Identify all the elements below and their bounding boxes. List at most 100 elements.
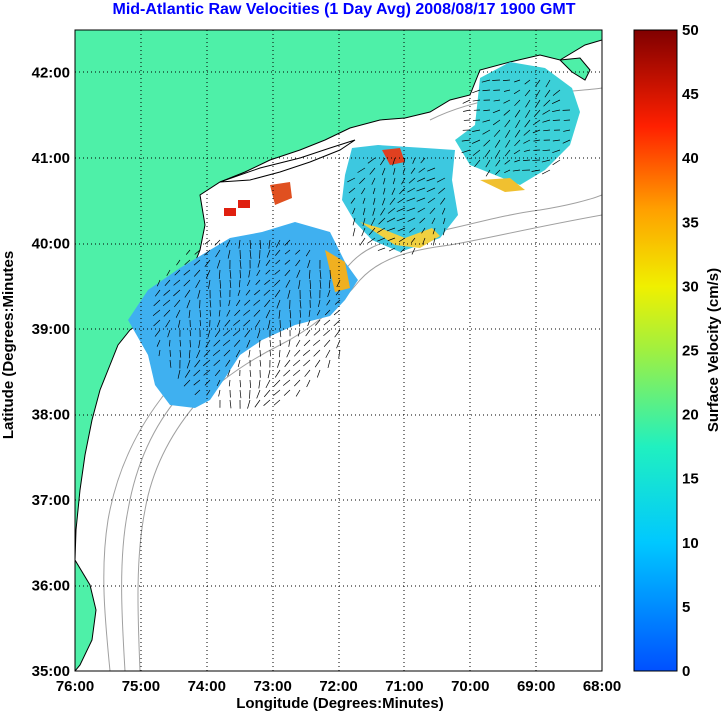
velocity-arrow — [209, 299, 212, 308]
velocity-arrow — [185, 249, 191, 255]
y-tick-label: 38:00 — [32, 407, 70, 424]
velocity-arrow — [264, 279, 271, 285]
x-tick-label: 74:00 — [188, 678, 226, 695]
velocity-arrow — [461, 139, 471, 142]
velocity-arrow — [504, 149, 511, 157]
colorbar-tick-label: 0 — [682, 663, 690, 680]
velocity-arrow — [402, 167, 406, 174]
velocity-arrow — [327, 359, 331, 369]
velocity-arrow — [436, 177, 446, 183]
velocity-arrow — [218, 309, 221, 317]
velocity-arrow — [203, 349, 211, 357]
velocity-arrow — [299, 299, 302, 309]
velocity-arrow — [195, 279, 201, 288]
velocity-arrow — [284, 359, 291, 368]
velocity-arrow — [483, 109, 491, 112]
velocity-arrow — [399, 187, 406, 195]
velocity-arrow — [275, 249, 281, 256]
velocity-arrow — [235, 349, 241, 358]
velocity-arrow — [253, 299, 261, 306]
velocity-arrow — [392, 157, 396, 166]
velocity-arrow — [323, 319, 331, 326]
velocity-arrow — [174, 299, 181, 308]
velocity-arrow — [523, 159, 531, 161]
velocity-arrow — [196, 349, 201, 359]
velocity-arrow — [427, 167, 436, 172]
velocity-arrow — [503, 99, 511, 104]
velocity-arrow — [285, 279, 291, 288]
velocity-arrow — [524, 79, 531, 85]
velocity-arrow — [408, 177, 416, 184]
velocity-arrow — [275, 259, 281, 265]
velocity-arrow — [416, 197, 426, 202]
velocity-arrow — [389, 197, 396, 205]
velocity-arrow — [313, 349, 321, 357]
colorbar-tick-label: 50 — [682, 22, 699, 39]
velocity-arrow — [552, 149, 561, 154]
velocity-arrow — [166, 269, 171, 276]
velocity-arrow — [206, 389, 211, 396]
colorbar-tick-label: 40 — [682, 150, 699, 167]
x-tick-label: 68:00 — [583, 678, 621, 695]
velocity-arrow — [284, 239, 291, 246]
velocity-arrow — [265, 379, 271, 389]
velocity-arrow — [213, 339, 221, 347]
velocity-arrow — [380, 207, 386, 216]
velocity-arrow — [512, 169, 521, 172]
velocity-arrow — [216, 319, 221, 328]
velocity-arrows — [152, 79, 571, 409]
velocity-arrow — [381, 197, 386, 206]
velocity-arrow — [442, 227, 446, 236]
map-title: Mid-Atlantic Raw Velocities (1 Day Avg) … — [112, 1, 576, 18]
velocity-arrow — [534, 99, 541, 108]
velocity-arrow — [244, 299, 251, 306]
velocity-arrow — [417, 207, 426, 213]
velocity-arrow — [387, 237, 396, 242]
velocity-arrow — [309, 289, 312, 299]
velocity-arrow — [307, 259, 311, 268]
velocity-arrow — [371, 177, 376, 185]
velocity-arrow — [209, 309, 211, 317]
velocity-arrow — [193, 269, 201, 277]
velocity-arrow — [189, 339, 191, 348]
velocity-arrow — [427, 197, 436, 204]
velocity-arrow — [362, 207, 366, 216]
velocity-arrow — [204, 249, 211, 256]
velocity-arrow — [492, 119, 501, 126]
velocity-arrow — [259, 339, 261, 348]
velocity-arrow — [255, 279, 261, 286]
velocity-arrow — [514, 139, 521, 147]
velocity-arrow — [234, 309, 241, 317]
velocity-arrow — [333, 309, 341, 316]
velocity-arrow — [350, 197, 356, 204]
velocity-arrow — [259, 359, 262, 367]
velocity-arrow — [543, 99, 551, 107]
colorbar-tick-label: 25 — [682, 343, 699, 360]
velocity-arrow — [239, 389, 242, 399]
velocity-arrow — [514, 99, 521, 107]
velocity-arrow — [274, 279, 281, 286]
velocity-arrow — [369, 167, 376, 175]
velocity-arrow — [308, 269, 311, 279]
velocity-arrow — [184, 289, 191, 298]
velocity-arrow — [318, 299, 321, 308]
velocity-arrow — [249, 239, 252, 249]
velocity-arrow — [438, 187, 446, 194]
high-velocity-band-3 — [382, 148, 405, 165]
velocity-arrow — [535, 89, 541, 98]
velocity-arrow — [308, 309, 311, 317]
y-tick-label: 41:00 — [32, 150, 70, 167]
velocity-arrow — [359, 177, 366, 184]
velocity-arrow — [189, 329, 192, 337]
velocity-arrow — [296, 269, 301, 278]
velocity-arrow — [463, 109, 471, 112]
colorbar-tick-label: 15 — [682, 471, 699, 488]
velocity-arrow — [214, 369, 221, 377]
velocity-arrow — [324, 309, 331, 316]
velocity-arrow — [283, 389, 291, 396]
velocity-arrow — [188, 309, 191, 319]
velocity-arrow — [532, 129, 541, 134]
velocity-arrow — [514, 79, 521, 83]
velocity-arrow — [432, 227, 436, 235]
velocity-arrow — [429, 207, 436, 215]
